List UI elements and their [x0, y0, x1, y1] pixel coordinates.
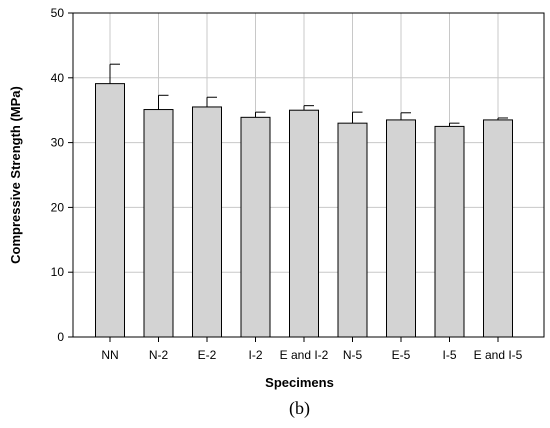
- error-bar: [255, 111, 266, 118]
- error-bar: [109, 63, 120, 84]
- plot-frame: [72, 12, 545, 338]
- x-tick-label: N-2: [149, 348, 169, 362]
- y-tick-label: 20: [51, 200, 65, 214]
- bar: [95, 83, 125, 338]
- bar: [289, 109, 319, 338]
- bars: [95, 83, 513, 338]
- bar: [483, 119, 513, 338]
- x-tick-label: N-5: [343, 348, 363, 362]
- x-tick-label: I-5: [442, 348, 456, 362]
- figure-caption: (b): [289, 398, 310, 419]
- error-bar: [303, 105, 314, 111]
- bar: [192, 106, 222, 338]
- error-bar: [206, 96, 217, 107]
- x-tick-label: E and I-5: [474, 348, 523, 362]
- x-axis-title: Specimens: [265, 375, 334, 390]
- bar: [240, 116, 271, 338]
- bar: [434, 125, 465, 338]
- error-bar: [497, 117, 508, 120]
- y-tick-label: 30: [51, 136, 65, 150]
- y-tick-label: 50: [51, 6, 65, 20]
- x-tick-label: E-2: [198, 348, 217, 362]
- y-axis-title: Compressive Strength (MPa): [8, 86, 23, 264]
- error-bar: [449, 122, 460, 127]
- x-tick-label: E-5: [392, 348, 411, 362]
- bar: [337, 122, 368, 338]
- x-tick-label: I-2: [248, 348, 262, 362]
- error-bar: [352, 111, 363, 124]
- y-axis-ticks: 0 10 20 30 40 50: [51, 6, 73, 344]
- y-tick-label: 10: [51, 265, 65, 279]
- bar: [143, 109, 174, 338]
- x-tick-label: E and I-2: [280, 348, 329, 362]
- y-tick-label: 0: [57, 330, 64, 344]
- error-bars: [109, 63, 508, 127]
- error-bar: [158, 94, 169, 110]
- error-bar: [400, 112, 411, 120]
- bar: [386, 119, 416, 338]
- x-tick-label: NN: [101, 348, 118, 362]
- x-axis-ticks: NN N-2 E-2 I-2 E and I-2 N-5 E-5 I-5 E and I-5: [101, 337, 523, 362]
- y-tick-label: 40: [51, 71, 65, 85]
